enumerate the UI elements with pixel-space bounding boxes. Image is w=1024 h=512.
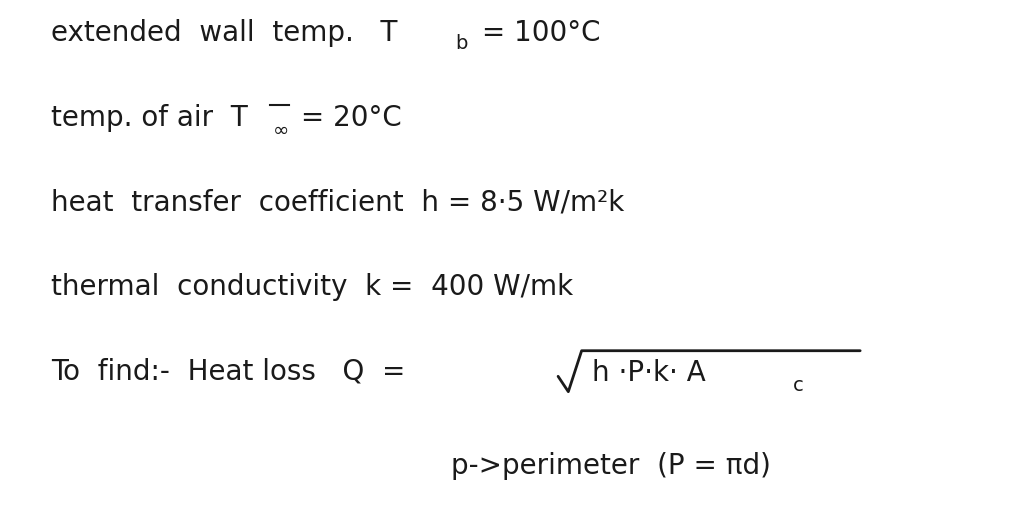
Text: p->perimeter  (P = πd): p->perimeter (P = πd) [451, 452, 770, 480]
Text: temp. of air  T: temp. of air T [51, 104, 248, 132]
Text: thermal  conductivity  k =  400 W/mk: thermal conductivity k = 400 W/mk [51, 273, 573, 301]
Text: extended  wall  temp.   T: extended wall temp. T [51, 19, 397, 47]
Text: To  find:-  Heat loss   Q  =: To find:- Heat loss Q = [51, 357, 406, 385]
Text: h ·P·k· A: h ·P·k· A [592, 359, 706, 387]
Text: ∞: ∞ [272, 121, 289, 140]
Text: heat  transfer  coefficient  h = 8·5 W/m²k: heat transfer coefficient h = 8·5 W/m²k [51, 188, 625, 216]
Text: c: c [793, 375, 803, 395]
Text: = 100°C: = 100°C [473, 19, 601, 47]
Text: = 20°C: = 20°C [292, 104, 401, 132]
Text: b: b [456, 34, 468, 53]
